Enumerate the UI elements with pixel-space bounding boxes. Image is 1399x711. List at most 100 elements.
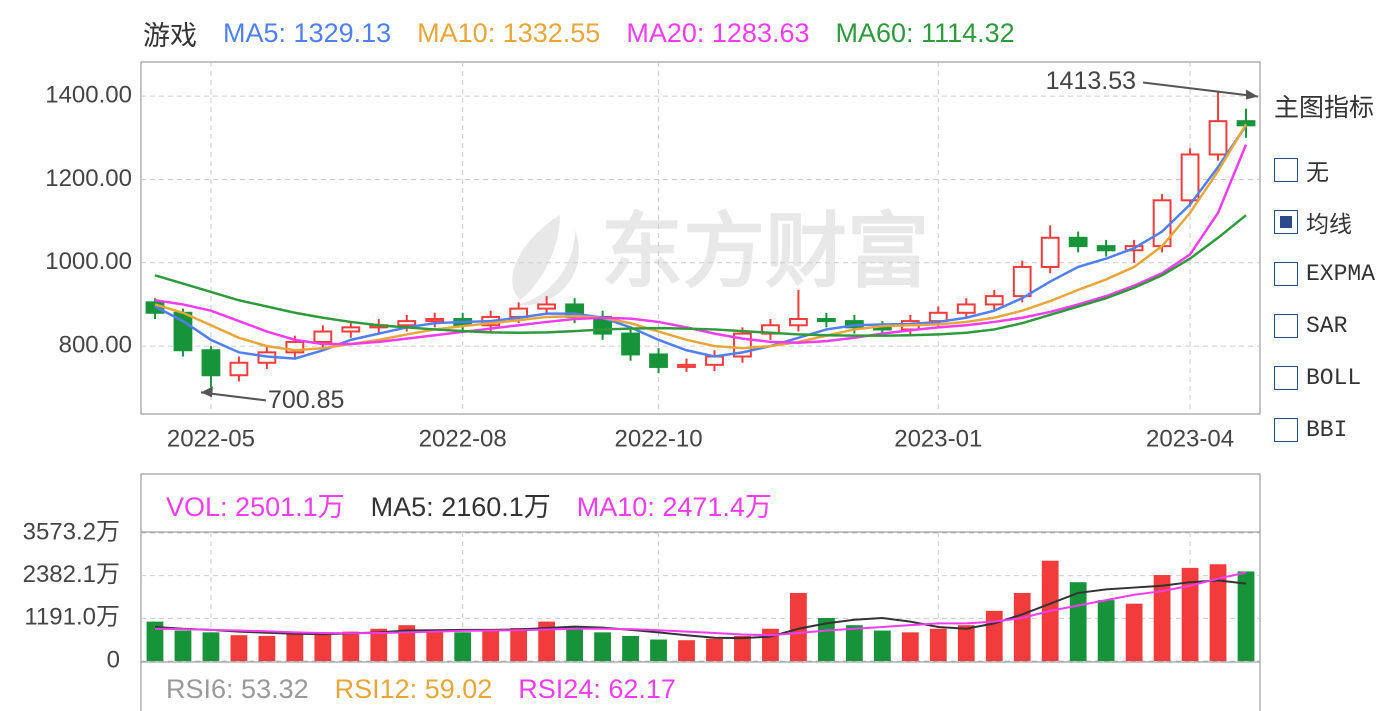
legend-name: VOL [166, 492, 235, 522]
volume-bar [398, 625, 416, 661]
y-tick-label: 2382.1万 [23, 561, 120, 588]
volume-bar [1069, 582, 1087, 661]
annotation-arrowhead [200, 386, 213, 398]
volume-bar [678, 640, 695, 661]
volume-bar [230, 635, 248, 661]
y-tick-label: 800.00 [59, 331, 132, 358]
volume-bar [734, 635, 751, 661]
volume-ma-line [154, 571, 1247, 637]
legend-entry: VOL2501.1万 [166, 485, 345, 524]
watermark-text: 东方财富 [601, 207, 929, 298]
volume-bar [1181, 567, 1199, 661]
volume-bar [202, 632, 220, 661]
checkbox[interactable] [1274, 366, 1298, 390]
rsi-name: RSI24 [518, 674, 608, 704]
volume-bar [985, 610, 1003, 661]
legend-name: MA10 [577, 492, 663, 522]
indicator-panel: 主图指标 无均线 EXPMA SAR BOLL BBI [1274, 88, 1375, 443]
volume-bar [342, 631, 360, 661]
rsi-value: 59.02 [424, 674, 493, 704]
option-label: EXPMA [1306, 261, 1376, 287]
candle-body [956, 303, 976, 314]
annotation-arrow [1142, 81, 1259, 98]
volume-bar [286, 633, 304, 661]
volume-bar [258, 635, 276, 661]
volume-bar [482, 630, 500, 661]
y-tick-label: 1000.00 [45, 248, 132, 275]
checkbox[interactable] [1274, 314, 1298, 338]
volume-bar [622, 635, 639, 661]
checkbox[interactable] [1274, 210, 1298, 234]
indicator-option[interactable]: 无 [1274, 157, 1375, 187]
volume-bar [538, 621, 556, 661]
panel-title: 主图指标 [1274, 94, 1375, 122]
volume-bar [1209, 564, 1227, 661]
legend-value: 1332.55 [502, 18, 601, 48]
ma-line [154, 214, 1247, 337]
candle-body [229, 361, 249, 377]
checkbox[interactable] [1274, 262, 1298, 286]
checkbox[interactable] [1274, 418, 1298, 442]
y-tick-label: 1400.00 [45, 82, 132, 109]
volume-bar [706, 638, 723, 661]
candle-body [1180, 153, 1200, 202]
option-label: 无 [1306, 161, 1329, 187]
legend-name: MA20 [626, 18, 712, 48]
x-tick-label: 2023-04 [1146, 425, 1234, 452]
candle-body [1208, 120, 1228, 156]
candle-body [1040, 236, 1060, 268]
candle-body [1096, 245, 1116, 252]
volume-bar [510, 628, 528, 661]
candle-body [677, 363, 696, 368]
volume-bar [650, 639, 667, 661]
legend-name: MA60 [836, 18, 922, 48]
volume-bar [762, 628, 779, 661]
candle-body [397, 320, 417, 327]
y-tick-label: 0 [107, 646, 120, 673]
x-tick-label: 2022-08 [419, 425, 507, 452]
y-tick-label: 1200.00 [45, 165, 132, 192]
volume-bar [1237, 571, 1255, 661]
volume-bar [929, 628, 947, 661]
legend-entry: MA52160.1万 [371, 485, 551, 524]
option-label: 均线 [1306, 213, 1352, 239]
indicator-option[interactable]: SAR [1274, 313, 1375, 339]
volume-bar [901, 632, 919, 661]
x-tick-label: 2022-10 [614, 425, 702, 452]
volume-bar [1097, 600, 1115, 661]
legend-entry: MA601114.32 [836, 18, 1015, 49]
indicator-option[interactable]: EXPMA [1274, 261, 1375, 287]
volume-bar [426, 630, 444, 661]
rsi-value: 53.32 [241, 674, 309, 704]
indicator-option[interactable]: BBI [1274, 417, 1375, 443]
chart-title: 游戏 [143, 21, 197, 51]
volume-bar [314, 633, 332, 661]
candle-body [649, 353, 668, 368]
volume-bar [1013, 592, 1031, 661]
candle-body [537, 303, 557, 310]
checkbox[interactable] [1274, 158, 1298, 182]
legend-value: 1114.32 [921, 18, 1015, 48]
legend-entry: MA201283.63 [626, 18, 809, 49]
volume-bar [370, 628, 388, 661]
volume-plot-frame [140, 531, 1261, 663]
volume-bar [1153, 575, 1171, 661]
volume-bar [790, 592, 807, 661]
legend-entry: MA101332.55 [417, 18, 600, 49]
candle-body [201, 349, 221, 377]
legend-entry: MA102471.4万 [577, 485, 772, 524]
legend-value: 1329.13 [293, 18, 392, 48]
volume-bar [566, 626, 584, 661]
option-label: BBI [1306, 417, 1348, 443]
rsi-entry: RSI1259.02 [335, 674, 493, 705]
legend-name: MA5 [223, 18, 294, 48]
indicator-option[interactable]: 均线 [1274, 209, 1375, 239]
candle-body [1012, 265, 1032, 298]
indicator-option[interactable]: BOLL [1274, 365, 1375, 391]
rsi-value: 62.17 [608, 674, 676, 704]
volume-bar [146, 621, 164, 661]
x-tick-label: 2023-01 [894, 425, 982, 452]
volume-bar [1125, 603, 1143, 661]
legend-value: 2160.1万 [441, 492, 551, 522]
